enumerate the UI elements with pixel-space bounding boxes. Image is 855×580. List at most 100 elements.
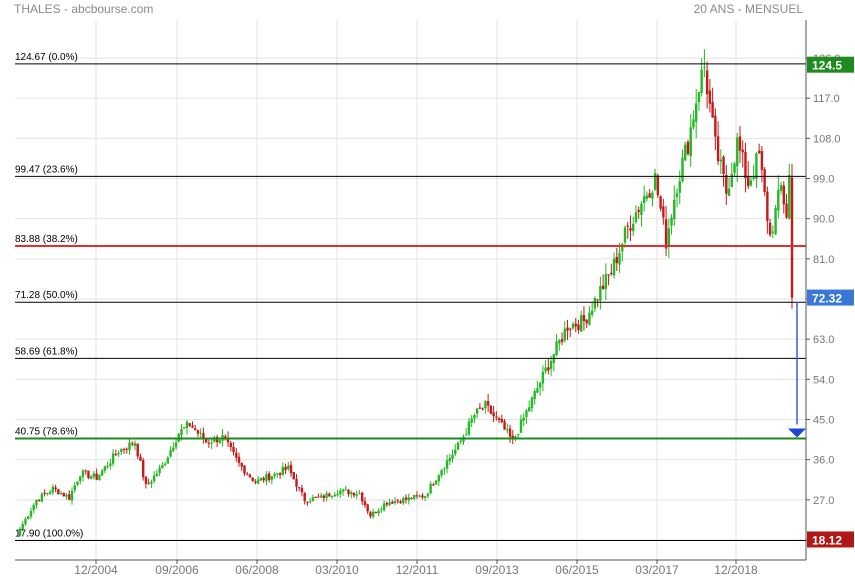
badge-label: 18.12 (812, 533, 842, 547)
candle-body (694, 103, 698, 122)
high-badge: 124.5 (807, 56, 854, 73)
candle (273, 472, 276, 479)
candle-body (51, 486, 55, 493)
candle (352, 492, 356, 498)
chart-title: THALES - abcbourse.com (14, 2, 154, 16)
candle (771, 225, 775, 239)
candle (106, 461, 109, 470)
candle (755, 152, 758, 189)
candle-body (322, 495, 326, 499)
candle-body (276, 473, 279, 475)
candle (117, 450, 120, 457)
candle (736, 132, 739, 182)
candle (607, 274, 610, 286)
candle-body (703, 67, 706, 69)
candle-body (697, 91, 701, 103)
candle-body (385, 503, 389, 505)
candle (194, 425, 197, 431)
candle (670, 214, 673, 235)
candle-body (328, 493, 331, 497)
candle-body (131, 443, 134, 445)
candle (210, 437, 213, 449)
candle (634, 205, 638, 224)
candle-body (363, 501, 367, 506)
candle (711, 87, 714, 118)
candle-body (700, 69, 703, 93)
candle-body (185, 421, 189, 428)
candle-body (59, 493, 63, 495)
candle (172, 441, 175, 453)
candle-body (136, 443, 139, 457)
candle-body (218, 440, 222, 443)
candle-body (530, 397, 534, 409)
candle (391, 499, 394, 505)
candle (393, 497, 397, 505)
candle (536, 381, 539, 394)
candle-body (344, 489, 347, 491)
candle-body (465, 434, 468, 436)
candle-body (163, 463, 167, 466)
candle (462, 434, 465, 445)
candle (150, 479, 153, 489)
y-tick-label: 54.0 (813, 374, 834, 386)
candle-body (314, 497, 317, 499)
candle (125, 447, 128, 454)
last-badge: 72.32 (807, 289, 854, 306)
candles (18, 49, 794, 536)
candle (664, 206, 668, 257)
candle-body (84, 470, 87, 472)
candle (456, 441, 460, 451)
candle-body (558, 340, 561, 344)
candle (489, 405, 493, 415)
candle-body (481, 408, 484, 410)
candle-body (139, 456, 142, 461)
candle-body (725, 175, 728, 194)
candle-body (590, 310, 594, 315)
candle (700, 58, 703, 97)
candle-body (95, 473, 98, 480)
candle-body (180, 428, 183, 436)
candle-body (65, 495, 68, 497)
candle (314, 496, 317, 499)
candle-body (571, 323, 575, 329)
candle-body (199, 432, 202, 434)
candle-body (525, 410, 528, 418)
candle (590, 301, 594, 318)
candle-body (722, 156, 725, 175)
candle-body (21, 524, 24, 529)
candle (588, 306, 591, 326)
candle-body (760, 151, 764, 170)
candle-body (188, 423, 191, 426)
candle-body (341, 489, 345, 492)
candle (651, 190, 654, 207)
candle-body (152, 475, 156, 482)
candle (54, 484, 57, 493)
candle-body (380, 509, 383, 511)
candle (560, 332, 564, 346)
candle-body (114, 454, 118, 456)
candle (558, 338, 561, 351)
candle-body (371, 511, 375, 517)
candle-body (714, 115, 717, 137)
candle (484, 400, 487, 414)
candle-body (659, 196, 662, 209)
candle (51, 484, 55, 495)
candle (506, 423, 509, 434)
candle (131, 441, 134, 447)
candle (308, 497, 312, 504)
candle (24, 516, 27, 527)
candle (610, 263, 613, 276)
candle-body (503, 421, 506, 430)
candle-body (155, 473, 159, 476)
candle-body (226, 437, 230, 443)
candle (582, 306, 586, 331)
candle-body (640, 203, 643, 215)
candle (81, 469, 85, 482)
candle-body (237, 456, 241, 464)
candle-body (522, 417, 525, 421)
candle (413, 494, 416, 501)
candle-body (254, 481, 257, 483)
candle-body (673, 199, 676, 220)
candle-body (196, 429, 200, 434)
